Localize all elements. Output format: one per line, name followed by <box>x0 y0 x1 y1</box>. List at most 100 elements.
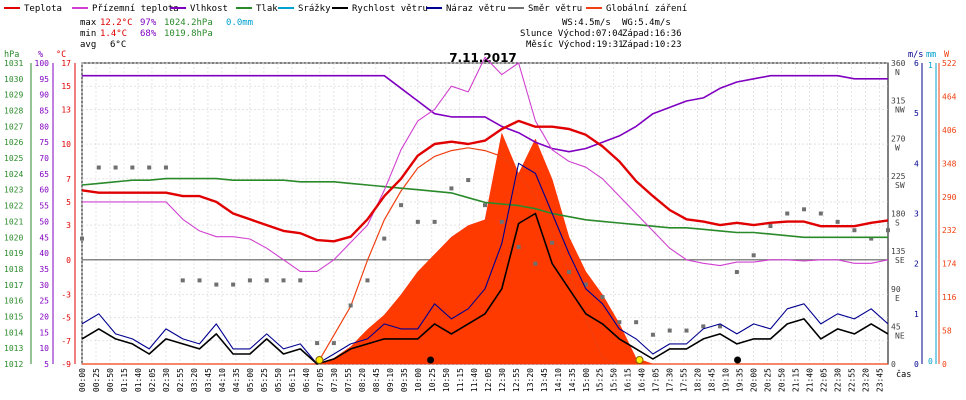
w-tick-label: 116 <box>942 293 957 302</box>
x-tick-label: 04:35 <box>232 368 241 392</box>
moonrise-marker <box>734 356 742 364</box>
wind-direction-point <box>449 186 454 191</box>
ms-tick-label: 0 <box>914 360 919 369</box>
x-tick-label: 19:10 <box>722 368 731 392</box>
x-tick-label: 08:45 <box>372 368 381 392</box>
x-tick-label: 22:05 <box>820 368 829 392</box>
dir-compass-label: W <box>895 143 900 152</box>
pct-tick-label: 60 <box>39 186 49 195</box>
pct-tick-label: 10 <box>39 344 49 353</box>
x-tick-label: 21:15 <box>792 368 801 392</box>
wind-direction-point <box>432 219 437 224</box>
wind-direction-point <box>348 303 353 308</box>
w-tick-label: 406 <box>942 126 957 135</box>
series-teplota <box>81 119 889 243</box>
x-tick-label: 09:10 <box>386 368 395 392</box>
x-tick-label: 01:40 <box>134 368 143 392</box>
info-mesic: Měsíc Východ:19:31 <box>526 40 624 50</box>
pct-tick-label: 25 <box>39 297 49 306</box>
stats-min-press: 1019.8hPa <box>164 29 213 39</box>
wind-direction-point <box>886 228 890 233</box>
x-tick-label: 10:50 <box>442 368 451 392</box>
degc-tick-label: -5 <box>61 314 71 323</box>
w-tick-label: 464 <box>942 92 957 101</box>
stats-max-hum: 97% <box>140 18 157 28</box>
degc-tick-label: 15 <box>61 82 71 91</box>
dir-tick-label: 45 <box>891 322 901 331</box>
hpa-tick-label: 1031 <box>4 59 23 68</box>
hpa-tick-label: 1022 <box>4 202 23 211</box>
pct-tick-label: 65 <box>39 170 49 179</box>
pct-tick-label: 70 <box>39 154 49 163</box>
x-tick-label: 23:45 <box>876 368 885 392</box>
wind-direction-point <box>466 178 471 183</box>
wind-direction-point <box>214 282 219 287</box>
hpa-tick-label: 1012 <box>4 360 23 369</box>
dir-tick-label: 360 <box>891 59 906 68</box>
degc-tick-label: 3 <box>66 221 71 230</box>
axes-layer: 00:00 00:25 00:50 01:15 01:40 02:05 02:30 02:55… <box>4 59 957 392</box>
dir-tick-label: 315 <box>891 97 906 106</box>
wind-direction-point <box>785 211 790 216</box>
x-tick-label: 02:30 <box>162 368 171 392</box>
legend-item-smer-vetru: Směr větru <box>528 4 582 14</box>
sunset-marker <box>635 356 644 364</box>
x-tick-label: 20:00 <box>750 368 759 392</box>
degc-tick-label: 10 <box>61 140 71 149</box>
wind-direction-point <box>197 278 202 283</box>
wind-direction-point <box>869 236 874 241</box>
wind-direction-point <box>247 278 252 283</box>
x-tick-label: 17:30 <box>666 368 675 392</box>
w-tick-label: 0 <box>942 360 947 369</box>
stats-min-label: min <box>80 29 96 39</box>
wind-direction-point <box>163 165 168 170</box>
legend-item-prizemni-teplota: Přízemní teplota <box>92 4 179 14</box>
wind-direction-point <box>331 341 336 346</box>
x-tick-label: 23:20 <box>862 368 871 392</box>
pct-tick-label: 80 <box>39 122 49 131</box>
wind-direction-point <box>852 228 857 233</box>
x-tick-label: 19:35 <box>736 368 745 392</box>
x-tick-label: 12:05 <box>484 368 493 392</box>
plot-area <box>80 56 890 365</box>
hpa-tick-label: 1018 <box>4 265 23 274</box>
degc-tick-label: -9 <box>61 360 71 369</box>
x-tick-label: 05:50 <box>274 368 283 392</box>
wind-direction-point <box>264 278 269 283</box>
chart-title: 7.11.2017 <box>449 51 517 65</box>
x-tick-label: 03:45 <box>204 368 213 392</box>
unit-ms: m/s <box>908 50 923 60</box>
x-tick-label: 07:05 <box>316 368 325 392</box>
stats-min-temp: 1.4°C <box>100 29 127 39</box>
pct-tick-label: 85 <box>39 107 49 116</box>
degc-tick-label: 7 <box>66 175 71 184</box>
dir-compass-label: SE <box>895 256 905 265</box>
hpa-tick-label: 1017 <box>4 281 23 290</box>
x-tick-label: 18:20 <box>694 368 703 392</box>
wind-direction-point <box>701 324 706 329</box>
stats-max-temp: 12.2°C <box>100 18 133 28</box>
hpa-tick-label: 1027 <box>4 122 23 131</box>
w-tick-label: 58 <box>942 327 952 336</box>
wind-direction-point <box>718 324 723 329</box>
dir-tick-label: 0 <box>891 360 896 369</box>
x-tick-label: 15:25 <box>596 368 605 392</box>
hpa-tick-label: 1021 <box>4 217 23 226</box>
info-wg: WG:5.4m/s <box>622 18 671 28</box>
wind-direction-point <box>835 219 840 224</box>
stats-max-rain: 0.0mm <box>226 18 253 28</box>
dir-tick-label: 180 <box>891 210 906 219</box>
x-tick-label: 05:00 <box>246 368 255 392</box>
x-tick-label: 06:15 <box>288 368 297 392</box>
series-naraz-vetru <box>81 162 889 365</box>
pct-tick-label: 40 <box>39 249 49 258</box>
pct-tick-label: 75 <box>39 138 49 147</box>
x-tick-label: 11:15 <box>456 368 465 392</box>
ms-tick-label: 5 <box>914 109 919 118</box>
hpa-tick-label: 1015 <box>4 312 23 321</box>
wind-direction-point <box>550 240 555 245</box>
x-tick-label: 00:00 <box>78 368 87 392</box>
dir-tick-label: 135 <box>891 247 906 256</box>
sunrise-marker <box>315 356 324 364</box>
